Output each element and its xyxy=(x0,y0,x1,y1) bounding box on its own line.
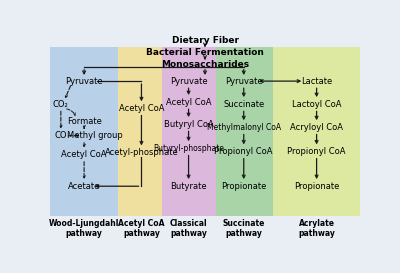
Text: Propionate: Propionate xyxy=(221,182,266,191)
Text: CO: CO xyxy=(54,131,67,140)
Text: Pyruvate: Pyruvate xyxy=(170,77,207,86)
Text: Bacterial Fermentation: Bacterial Fermentation xyxy=(146,48,264,57)
Text: Pyruvate: Pyruvate xyxy=(65,77,103,86)
Text: Butyrate: Butyrate xyxy=(170,182,207,191)
Text: Acetyl CoA: Acetyl CoA xyxy=(166,98,211,107)
Text: Dietary Fiber: Dietary Fiber xyxy=(172,35,238,44)
Text: Acetyl CoA: Acetyl CoA xyxy=(61,150,107,159)
Text: Monosaccharides: Monosaccharides xyxy=(161,60,249,69)
Text: Acryloyl CoA: Acryloyl CoA xyxy=(290,123,343,132)
Text: Acrylate
pathway: Acrylate pathway xyxy=(298,219,335,238)
Bar xyxy=(216,48,273,216)
Text: Succinate
pathway: Succinate pathway xyxy=(222,219,265,238)
Bar xyxy=(162,48,216,216)
Text: Acetate: Acetate xyxy=(68,182,100,191)
Text: Succinate: Succinate xyxy=(223,100,264,109)
Bar xyxy=(50,48,118,216)
Text: Formate: Formate xyxy=(67,117,102,126)
Text: Butyryl CoA: Butyryl CoA xyxy=(164,120,214,129)
Text: Lactoyl CoA: Lactoyl CoA xyxy=(292,100,341,109)
Bar xyxy=(273,48,360,216)
Text: Acetyl CoA
pathway: Acetyl CoA pathway xyxy=(118,219,165,238)
Text: Acetyl-phosphate: Acetyl-phosphate xyxy=(104,148,178,157)
Text: Propionyl CoA: Propionyl CoA xyxy=(214,147,273,156)
Text: CO₂: CO₂ xyxy=(53,100,69,109)
Text: Classical
pathway: Classical pathway xyxy=(170,219,207,238)
Text: Lactate: Lactate xyxy=(301,77,332,86)
Text: Methyl group: Methyl group xyxy=(67,131,123,140)
Bar xyxy=(118,48,162,216)
Text: Pyruvate: Pyruvate xyxy=(225,77,262,86)
Text: Methylmalonyl CoA: Methylmalonyl CoA xyxy=(207,123,281,132)
Text: Butyryl-phosphate: Butyryl-phosphate xyxy=(153,144,224,153)
Text: Acetyl CoA: Acetyl CoA xyxy=(119,104,164,113)
Text: Wood-Ljungdahl
pathway: Wood-Ljungdahl pathway xyxy=(49,219,119,238)
Text: Propionate: Propionate xyxy=(294,182,339,191)
Text: Propionyl CoA: Propionyl CoA xyxy=(287,147,346,156)
